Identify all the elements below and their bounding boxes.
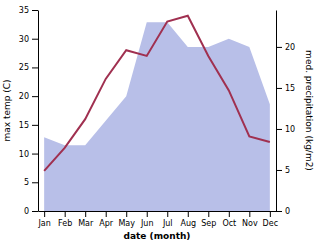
axis-line [39,211,277,212]
tick-label: 0 [285,207,290,216]
tick: Sep [201,211,216,228]
tick-label: 5 [285,166,290,175]
tick-mark [32,154,38,155]
tick-mark [32,39,38,40]
tick-label: Jan [37,219,50,228]
tick-mark [188,211,189,217]
tick-label: 5 [24,178,29,187]
tick-label: 10 [19,150,29,159]
tick-mark [32,182,38,183]
tick-label: 0 [24,207,29,216]
tick-label: 20 [19,92,29,101]
tick-mark [167,211,168,217]
tick: 10 [276,125,295,134]
tick-mark [65,211,66,217]
tick-mark [126,211,127,217]
tick: 30 [19,35,38,44]
tick-mark [106,211,107,217]
axis-line [38,11,39,212]
marks [44,16,270,211]
tick-mark [276,47,282,48]
line [44,16,270,171]
axis-line [276,11,277,212]
tick-label: May [118,219,135,228]
area [44,22,270,211]
tick: 15 [276,84,295,93]
tick-label: Mar [78,219,94,228]
tick-label: 35 [19,6,29,15]
tick-label: 10 [285,125,295,134]
tick-label: 20 [285,43,295,52]
x-axis-title: date (month) [124,231,191,241]
tick-label: Apr [99,219,114,228]
tick: Oct [222,211,236,228]
tick: Feb [58,211,72,228]
tick-label: Dec [263,219,278,228]
tick: 0 [276,207,290,216]
y2-axis-title: med. precipitation (kg/m2) [304,50,314,171]
tick-mark [32,211,38,212]
tick: Nov [242,211,258,228]
tick-mark [276,211,282,212]
tick: Aug [180,211,196,228]
tick: 15 [19,121,38,130]
tick-mark [276,88,282,89]
tick: 35 [19,6,38,15]
tick: Jan [37,211,50,228]
tick-mark [276,129,282,130]
x-axis: Jan Feb Mar Apr May Jun Jul Aug Sep Oct Nov Dec [37,211,278,228]
tick-label: Nov [242,219,258,228]
tick-mark [85,211,86,217]
tick-label: 25 [19,63,29,72]
tick-mark [147,211,148,217]
tick: 20 [276,43,295,52]
tick: 10 [19,150,38,159]
y-axis-title: max temp (C) [2,79,12,141]
tick-label: 15 [19,121,29,130]
y-axis: 0 5 10 15 20 25 30 35 [19,6,39,216]
tick: Dec [263,211,278,228]
tick-mark [270,211,271,217]
tick: Jul [162,211,173,228]
tick-label: 15 [285,84,295,93]
tick-label: 30 [19,35,29,44]
plot: Jan Feb Mar Apr May Jun Jul Aug Sep Oct Nov Dec 0 5 10… [2,6,314,241]
tick-mark [208,211,209,217]
tick-label: Sep [201,219,216,228]
tick-mark [32,125,38,126]
tick-mark [276,170,282,171]
tick: 0 [24,207,38,216]
tick: May [118,211,135,228]
tick: 5 [24,178,38,187]
tick-mark [32,10,38,11]
tick-mark [32,67,38,68]
chart: Jan Feb Mar Apr May Jun Jul Aug Sep Oct Nov Dec 0 5 10… [0,0,318,247]
tick-label: Aug [180,219,196,228]
tick: 25 [19,63,38,72]
tick-mark [32,96,38,97]
tick-label: Oct [222,219,236,228]
tick: 20 [19,92,38,101]
tick-mark [44,211,45,217]
tick-label: Feb [58,219,72,228]
tick: Apr [99,211,114,228]
tick-mark [229,211,230,217]
tick-mark [249,211,250,217]
tick: Mar [78,211,94,228]
tick-label: Jun [140,219,154,228]
y2-axis: 0 5 10 15 20 [276,11,295,217]
tick: Jun [140,211,154,228]
tick: 5 [276,166,290,175]
tick-label: Jul [162,219,173,228]
